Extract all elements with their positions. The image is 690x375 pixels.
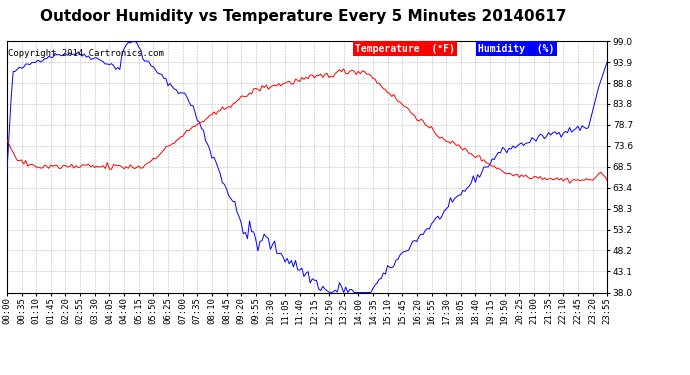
Text: Humidity  (%): Humidity (%) [478,44,555,54]
Text: Copyright 2014 Cartronics.com: Copyright 2014 Cartronics.com [8,49,164,58]
Text: Outdoor Humidity vs Temperature Every 5 Minutes 20140617: Outdoor Humidity vs Temperature Every 5 … [40,9,567,24]
Text: Temperature  (°F): Temperature (°F) [355,44,455,54]
